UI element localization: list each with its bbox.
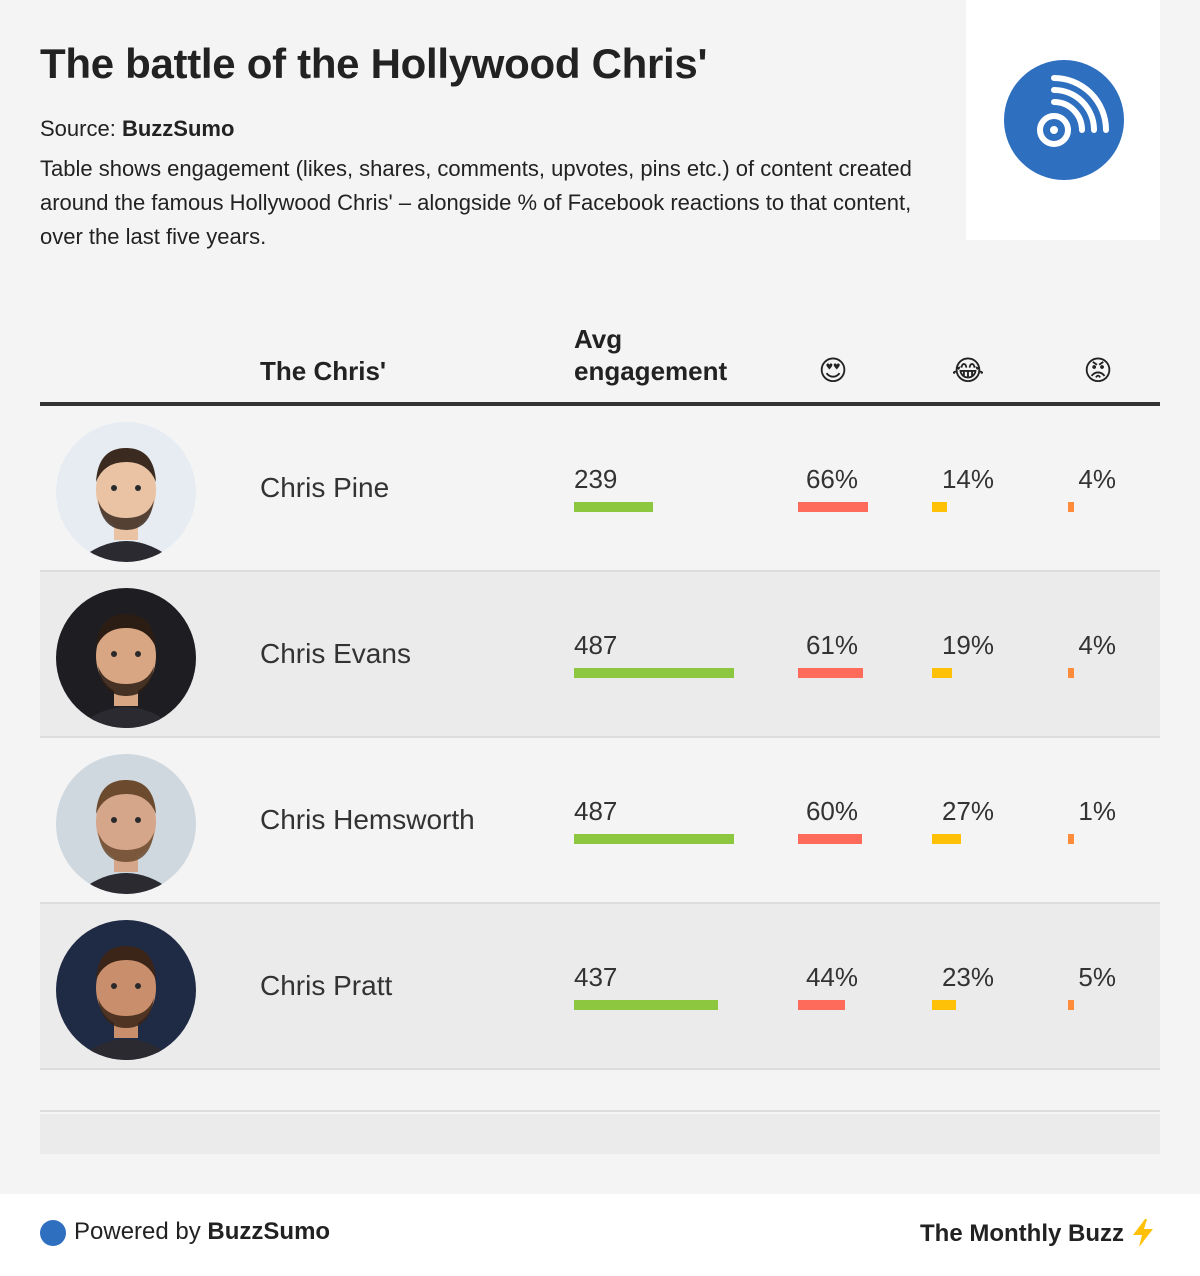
haha-percent-label: 19% (941, 630, 994, 660)
engagement-value: 487 (574, 796, 618, 826)
engagement-bar (574, 1000, 718, 1010)
newsletter-name: The Monthly Buzz (920, 1220, 1124, 1247)
angry-bar (1068, 834, 1074, 844)
table-row: Chris Pine 239 66% 14% 4% (40, 406, 1160, 572)
logo-box (966, 0, 1160, 240)
description: Table shows engagement (likes, shares, c… (40, 156, 912, 249)
empty-table-row (40, 1072, 1160, 1112)
love-bar (798, 668, 863, 678)
love-percent-label: 44% (805, 962, 858, 992)
powered-by-brand: BuzzSumo (207, 1218, 331, 1245)
column-header-engagement: Avg engagement (574, 323, 727, 387)
footer: Powered by BuzzSumo The Monthly Buzz (0, 1194, 1200, 1276)
love-bar (798, 834, 862, 844)
rss-broadcast-icon (1004, 60, 1124, 180)
source-label: Source: (40, 116, 116, 141)
angry-reaction-icon: 😡 (1083, 355, 1113, 386)
engagement-bar (574, 834, 734, 844)
haha-bar (932, 668, 952, 678)
page-title: The battle of the Hollywood Chris' (40, 40, 708, 87)
love-bar (798, 502, 868, 512)
avatar (56, 754, 196, 894)
love-reaction-icon: 😍 (818, 355, 848, 386)
powered-by-label: Powered by (74, 1218, 201, 1245)
chris-name: Chris Hemsworth (260, 804, 475, 835)
haha-percent-label: 27% (941, 796, 994, 826)
buzzsumo-dot-icon (40, 1220, 66, 1246)
love-bar (798, 1000, 845, 1010)
empty-table-row (40, 1114, 1160, 1154)
love-percent-label: 61% (805, 630, 858, 660)
table-row: Chris Pratt 437 44% 23% 5% (40, 904, 1160, 1070)
engagement-value: 487 (574, 630, 618, 660)
angry-percent-label: 1% (1078, 796, 1116, 826)
haha-percent-label: 23% (941, 962, 994, 992)
angry-bar (1068, 502, 1074, 512)
engagement-bar (574, 502, 653, 512)
column-header-engagement-line2: engagement (574, 356, 728, 386)
avatar (56, 422, 196, 562)
source-line: Source: BuzzSumo (40, 116, 234, 142)
avatar (56, 920, 196, 1060)
haha-bar (932, 502, 947, 512)
love-percent-label: 60% (805, 796, 858, 826)
angry-percent-label: 5% (1078, 962, 1116, 992)
angry-percent-label: 4% (1078, 630, 1116, 660)
avatar (56, 588, 196, 728)
angry-percent-label: 4% (1078, 464, 1116, 494)
engagement-value: 437 (574, 962, 618, 992)
column-header-chris: The Chris' (260, 356, 387, 386)
chris-name: Chris Evans (260, 638, 411, 669)
powered-by: Powered by BuzzSumo (74, 1218, 330, 1246)
header-divider (40, 402, 1160, 406)
lightning-bolt-icon (1133, 1219, 1153, 1247)
haha-percent-label: 14% (941, 464, 994, 494)
chris-name: Chris Pine (260, 472, 390, 503)
source-name: BuzzSumo (121, 116, 235, 141)
haha-bar (932, 834, 961, 844)
column-header-engagement-line1: Avg (574, 324, 623, 354)
chris-name: Chris Pratt (260, 970, 393, 1001)
engagement-value: 239 (574, 464, 618, 494)
angry-bar (1068, 668, 1074, 678)
table-row: Chris Hemsworth 487 60% 27% 1% (40, 738, 1160, 904)
haha-bar (932, 1000, 956, 1010)
table-row: Chris Evans 487 61% 19% 4% (40, 572, 1160, 738)
haha-reaction-icon: 😂 (951, 355, 985, 386)
love-percent-label: 66% (805, 464, 858, 494)
engagement-bar (574, 668, 734, 678)
angry-bar (1068, 1000, 1074, 1010)
